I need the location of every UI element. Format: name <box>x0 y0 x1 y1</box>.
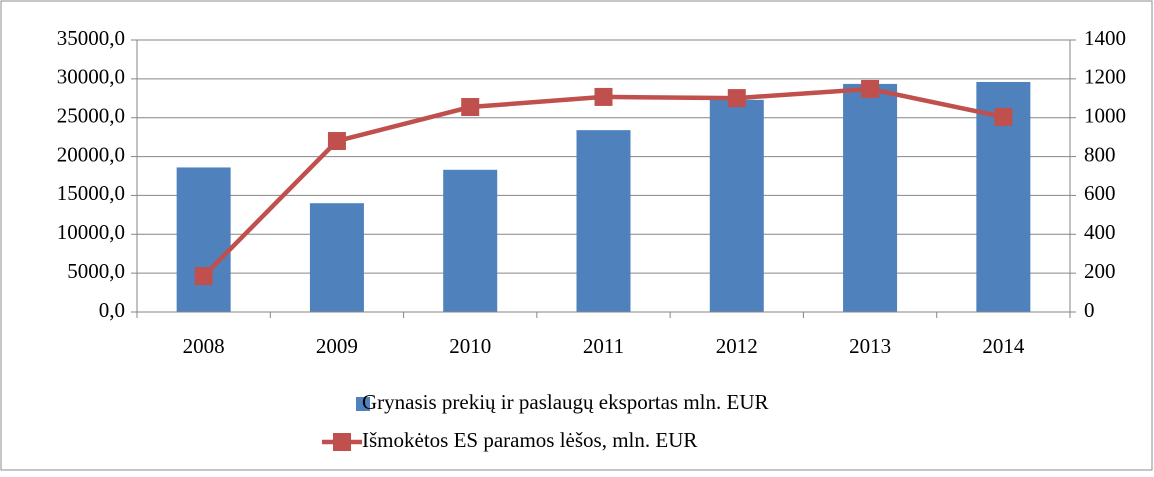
y-tick-label: 15000,0 <box>57 181 125 205</box>
y2-tick-label: 0 <box>1084 298 1095 322</box>
line-marker <box>461 98 480 117</box>
legend-label: Grynasis prekių ir paslaugų eksportas ml… <box>362 390 769 414</box>
bar <box>576 130 631 312</box>
bar <box>709 99 764 312</box>
x-tick-label: 2012 <box>716 334 758 358</box>
y2-tick-label: 400 <box>1084 220 1116 244</box>
y2-tick-label: 1200 <box>1084 65 1126 89</box>
bar <box>443 169 498 312</box>
line-marker <box>194 267 213 286</box>
line-marker <box>327 132 346 151</box>
line-marker <box>994 107 1013 126</box>
y-tick-label: 35000,0 <box>57 26 125 50</box>
y-tick-label: 0,0 <box>99 298 125 322</box>
y2-tick-label: 200 <box>1084 259 1116 283</box>
x-tick-label: 2010 <box>449 334 491 358</box>
x-tick-label: 2011 <box>583 334 624 358</box>
y2-tick-label: 600 <box>1084 181 1116 205</box>
x-tick-label: 2009 <box>316 334 358 358</box>
legend-swatch <box>333 433 351 451</box>
bar <box>309 203 364 312</box>
x-tick-label: 2008 <box>183 334 225 358</box>
y-tick-label: 10000,0 <box>57 220 125 244</box>
bar <box>843 83 898 312</box>
y-tick-label: 20000,0 <box>57 142 125 166</box>
line-marker <box>594 87 613 106</box>
line-marker <box>727 89 746 108</box>
y2-tick-label: 800 <box>1084 142 1116 166</box>
y-tick-label: 5000,0 <box>67 259 125 283</box>
y-tick-label: 25000,0 <box>57 104 125 128</box>
x-tick-label: 2014 <box>982 334 1025 358</box>
line-marker <box>861 79 880 98</box>
legend-label: Išmokėtos ES paramos lėšos, mln. EUR <box>362 428 697 452</box>
x-tick-label: 2013 <box>849 334 891 358</box>
y2-tick-label: 1000 <box>1084 104 1126 128</box>
legend-swatch <box>356 397 370 411</box>
y-tick-label: 30000,0 <box>57 65 125 89</box>
bar <box>176 167 231 312</box>
y2-tick-label: 1400 <box>1084 26 1126 50</box>
